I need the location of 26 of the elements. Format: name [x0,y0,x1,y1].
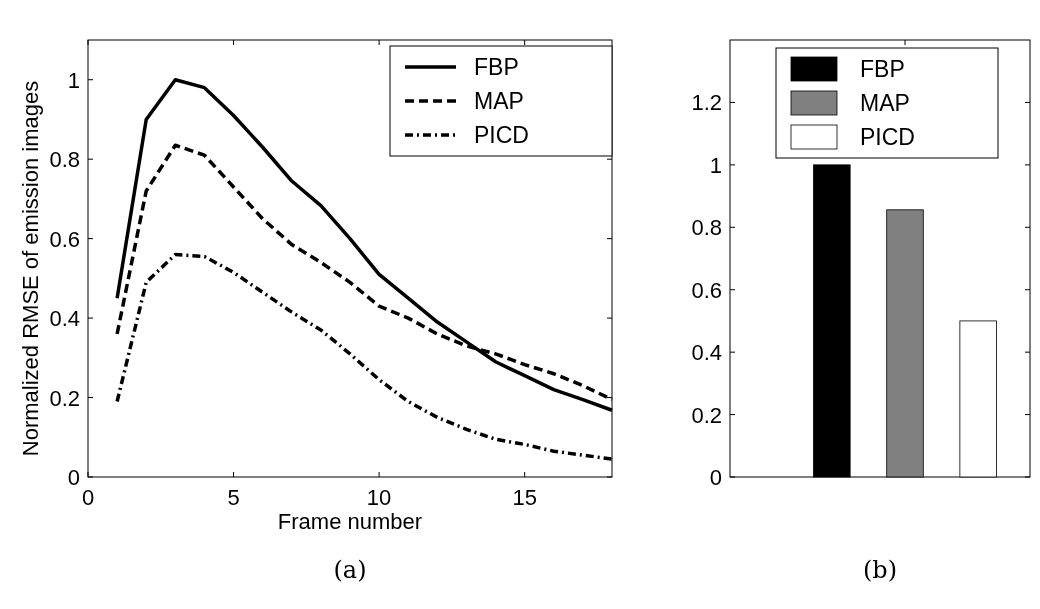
legend-label: PICD [474,122,529,148]
x-axis-title: Frame number [277,509,423,534]
legend-label: PICD [860,124,915,150]
legend-label: MAP [474,88,524,114]
y-tick-label: 1 [67,67,80,93]
y-tick-label: 0.4 [49,306,80,332]
legend-label: FBP [474,54,519,80]
y-tick-label: 0.8 [691,215,722,241]
text: (a) [333,556,367,584]
y-tick-label: 0.2 [49,385,80,411]
legend-label: FBP [860,56,905,82]
y-tick-label: 1.2 [691,90,722,116]
x-tick-label: 5 [227,485,240,510]
y-tick-label: 0 [709,465,722,490]
y-tick-label: 1 [709,152,722,178]
y-tick-label: 0.2 [691,402,722,428]
y-tick-label: 0.8 [49,147,80,173]
y-tick-label: 0.4 [691,340,722,366]
text: (b) [862,556,898,584]
y-tick-label: 0.6 [49,226,80,252]
y-tick-label: 0 [67,465,80,490]
x-tick-label: 15 [512,485,537,510]
y-axis-title: Normalized RMSE of emission images [18,80,43,457]
x-tick-label: 10 [366,485,392,510]
legend-label: MAP [860,90,910,116]
y-tick-label: 0.6 [691,277,722,303]
